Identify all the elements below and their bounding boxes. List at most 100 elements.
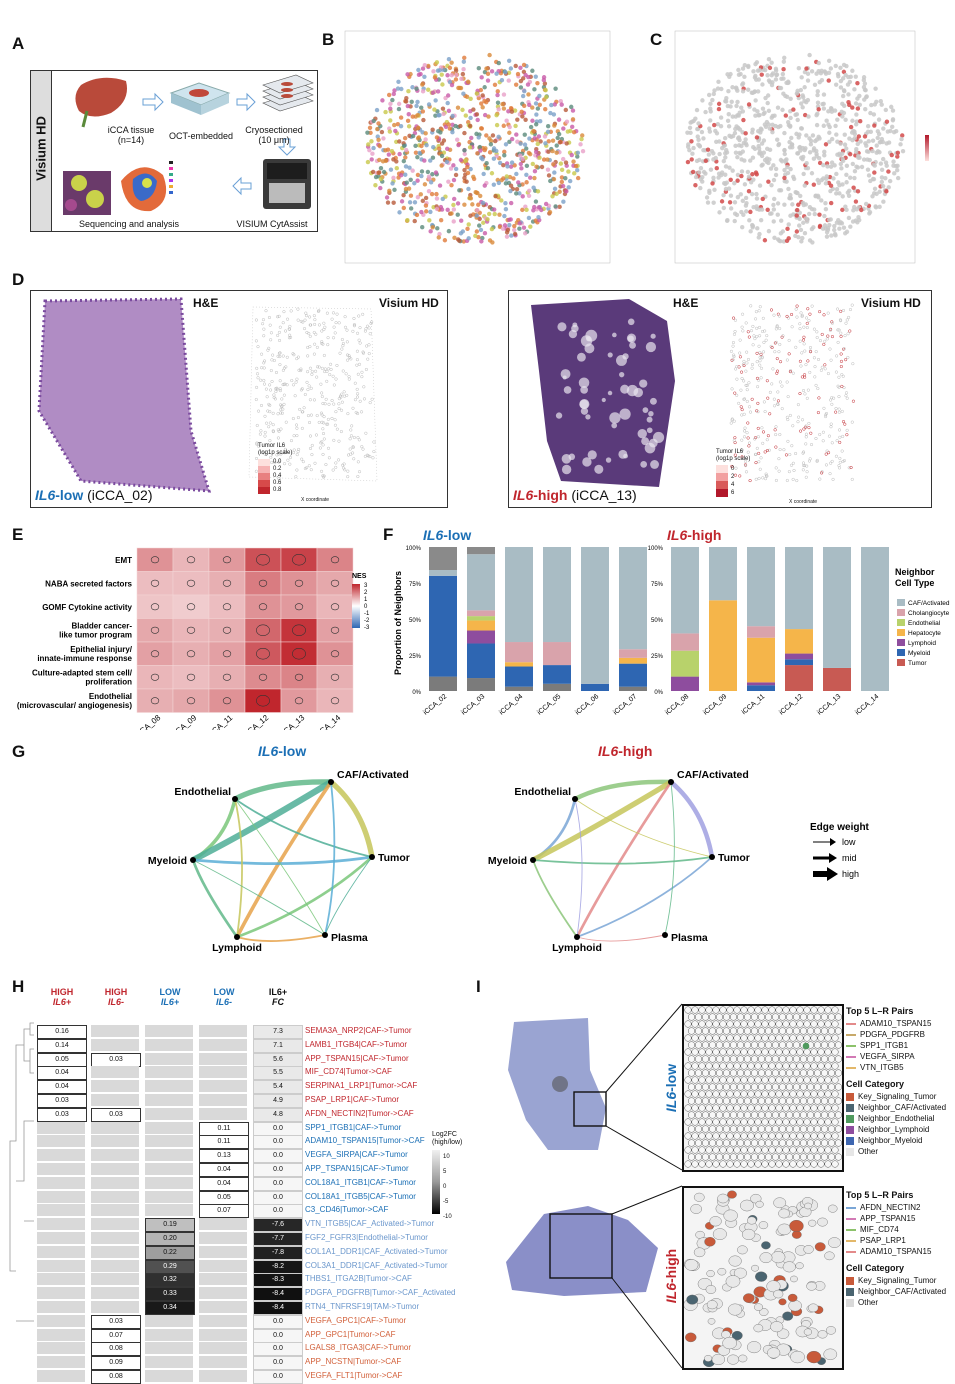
visium-low-dot — [308, 398, 312, 402]
e-dot — [222, 579, 232, 587]
tsne-c-dot — [743, 203, 749, 208]
tsne-c-dot — [765, 207, 770, 213]
d-low-visium-label: Visium HD — [379, 296, 439, 310]
tsne-c-dot — [831, 176, 836, 181]
tsne-c-dot — [814, 122, 820, 128]
visium-high-dot — [738, 474, 742, 478]
i-low-cell — [831, 1048, 839, 1056]
i-low-cell — [750, 1097, 759, 1105]
i-low-cell — [813, 1125, 822, 1133]
visium-high-dot — [798, 322, 802, 326]
tsne-c-dot — [858, 139, 863, 144]
h-cell — [145, 1025, 193, 1037]
i-low-cell — [701, 1111, 710, 1119]
tsne-c-dot — [799, 155, 804, 160]
tsne-b-dot — [513, 82, 519, 87]
he-high-gland — [568, 453, 576, 461]
tsne-b-dot — [550, 148, 555, 154]
visium-low-dot — [263, 414, 267, 418]
tsne-c-dot — [872, 186, 878, 192]
visium-high-dot — [785, 478, 789, 483]
visium-high-dot — [789, 463, 794, 467]
f-legend-label: Endothelial — [908, 620, 941, 627]
tsne-b-dot — [452, 235, 457, 240]
visium-low-dot — [337, 407, 341, 411]
tsne-b-dot — [390, 97, 395, 103]
i-low-cell — [820, 1111, 829, 1119]
i-low-cell — [817, 1146, 825, 1154]
i-low-cell — [775, 1020, 783, 1028]
tsne-c-dot — [898, 142, 903, 147]
visium-low-dot — [283, 447, 287, 451]
tsne-b-dot — [426, 189, 432, 194]
tsne-b-dot — [496, 60, 501, 66]
tsne-c-dot — [738, 192, 743, 197]
i-low-cell — [834, 1111, 842, 1119]
visium-high-dot — [732, 353, 736, 357]
visium-high-dot — [742, 412, 746, 416]
tsne-c-dot — [875, 135, 880, 141]
visium-low-dot — [281, 383, 285, 387]
i-low-cell — [768, 1020, 776, 1028]
i-low-cell — [785, 1111, 794, 1119]
i-low-cell — [761, 1090, 769, 1098]
visium-high-dot — [785, 415, 789, 419]
e-dot — [222, 697, 232, 705]
tsne-c-dot — [711, 175, 716, 181]
tsne-c-dot — [805, 71, 811, 76]
i-legend-label: Key_Signaling_Tumor — [858, 1092, 937, 1101]
visium-high-dot — [764, 338, 768, 342]
tsne-b-dot — [476, 135, 481, 140]
i-low-cell — [726, 1104, 734, 1112]
i-legend-label: Neighbor_Endothelial — [858, 1114, 935, 1123]
tsne-c-dot — [761, 111, 766, 117]
visium-high-dot — [744, 459, 748, 463]
visium-low-dot — [277, 330, 281, 334]
i-high-cell — [706, 1270, 715, 1278]
h-cell: 0.0 — [253, 1135, 303, 1150]
tsne-c-dot — [797, 223, 802, 228]
visium-low-dot — [335, 363, 339, 368]
g-low-edge — [324, 781, 336, 936]
visium-low-dot — [313, 461, 317, 465]
i-low-cell — [782, 1006, 790, 1014]
step-icca-tissue: iCCA tissue — [107, 125, 155, 135]
visium-low-dot — [285, 383, 289, 387]
f-ytick: 75% — [409, 582, 422, 588]
f-legend-label: Myeloid — [908, 650, 931, 657]
tsne-b-dot — [430, 127, 435, 132]
tsne-b-dot — [396, 106, 402, 112]
i-low-cell — [747, 1132, 755, 1140]
i-high-cell — [803, 1245, 814, 1254]
tsne-c-dot — [687, 125, 693, 130]
i-low-cell — [796, 1062, 804, 1070]
tsne-c-dot — [822, 213, 827, 219]
tsne-b-dot — [462, 151, 467, 157]
d-high-he-label: H&E — [673, 296, 699, 310]
tsne-c-dot — [752, 107, 757, 112]
tsne-b-dot — [533, 149, 539, 155]
tsne-b-dot — [478, 193, 483, 199]
i-low-cell — [796, 1020, 804, 1028]
tsne-c-dot — [748, 158, 753, 163]
g-low-node-label: Tumor — [378, 852, 410, 864]
i-legend-label: Neighbor_Lymphoid — [858, 1125, 930, 1134]
tsne-b-dot — [398, 172, 404, 178]
tsne-b-dot — [551, 112, 557, 117]
i-high-cell — [690, 1204, 703, 1214]
he-high-gland — [580, 407, 589, 415]
tsne-b-dot — [385, 147, 391, 152]
g-high-node-label: CAF/Activated — [677, 769, 749, 781]
h-row-label: MIF_CD74|Tumor->CAF — [305, 1067, 392, 1077]
i-low-cell — [785, 1013, 794, 1021]
tsne-c-dot — [852, 87, 857, 92]
visium-high-dot — [765, 438, 769, 442]
visium-low-dot — [284, 365, 288, 369]
tsne-b-dot — [530, 118, 535, 123]
tsne-b-dot — [514, 171, 519, 177]
i-low-zoom-box — [573, 1091, 607, 1127]
h-cell — [91, 1038, 139, 1051]
visium-high-dot — [750, 363, 755, 367]
h-row: 0.13 0.0 VEGFA_SIRPA|CAF->Tumor — [0, 1149, 500, 1164]
visium-high-dot — [778, 360, 783, 364]
